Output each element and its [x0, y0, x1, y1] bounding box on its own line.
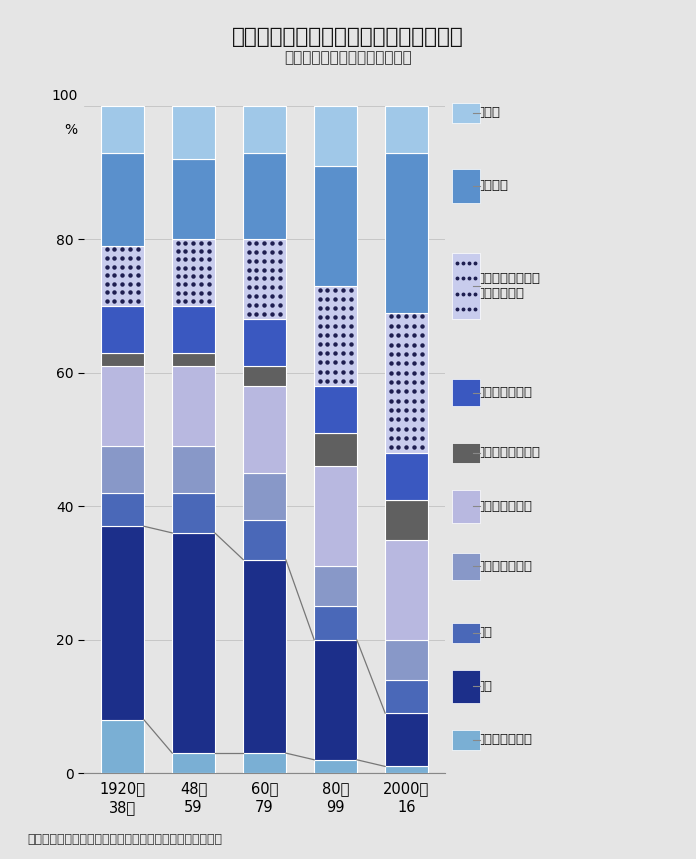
Bar	[385, 313, 428, 453]
Text: （注）英イングランド銀行（中央銀行）のデータから作成: （注）英イングランド銀行（中央銀行）のデータから作成	[28, 833, 223, 846]
Bar	[385, 453, 428, 500]
Text: 保険、銀行、金融: 保険、銀行、金融	[477, 447, 541, 460]
Bar	[243, 366, 286, 387]
Bar	[243, 106, 286, 153]
Text: 製造: 製造	[477, 679, 493, 693]
Bar	[314, 759, 357, 773]
Text: 科学技術（教育、
医療を含む）: 科学技術（教育、 医療を含む）	[477, 272, 541, 300]
Bar	[385, 713, 428, 766]
Bar	[385, 539, 428, 640]
Bar	[385, 500, 428, 539]
Bar	[101, 306, 144, 353]
Bar	[314, 466, 357, 566]
Bar	[314, 433, 357, 466]
Text: 輸送、情報通信: 輸送、情報通信	[477, 560, 532, 573]
Bar	[314, 640, 357, 759]
Bar	[243, 240, 286, 320]
Bar	[101, 246, 144, 306]
Text: 行政機関、防衛: 行政機関、防衛	[477, 387, 532, 399]
Bar	[172, 240, 215, 306]
Bar	[172, 366, 215, 446]
Bar	[385, 153, 428, 313]
Bar	[101, 366, 144, 446]
Bar	[243, 520, 286, 559]
Bar	[243, 387, 286, 472]
Text: （雇用に占める各業種の割合）: （雇用に占める各業種の割合）	[284, 50, 412, 64]
Bar	[172, 106, 215, 159]
Text: 建設: 建設	[477, 626, 493, 639]
Bar	[243, 559, 286, 753]
Bar	[385, 106, 428, 153]
Text: 100: 100	[52, 88, 78, 102]
Bar	[101, 527, 144, 720]
Bar	[243, 320, 286, 366]
Bar	[172, 353, 215, 366]
Bar	[314, 106, 357, 166]
Bar	[172, 446, 215, 493]
Bar	[243, 153, 286, 240]
Bar	[101, 153, 144, 246]
Bar	[172, 306, 215, 353]
Text: その他: その他	[477, 107, 500, 119]
Bar	[314, 166, 357, 286]
Text: 第１次産業関連: 第１次産業関連	[477, 734, 532, 746]
Bar	[172, 493, 215, 533]
Text: 小売り、卸売り: 小売り、卸売り	[477, 500, 532, 513]
Text: サービス: サービス	[477, 180, 509, 192]
Bar	[385, 766, 428, 773]
Bar	[101, 493, 144, 527]
Bar	[243, 472, 286, 520]
Bar	[172, 533, 215, 753]
Bar	[314, 387, 357, 433]
Bar	[385, 679, 428, 713]
Bar	[385, 640, 428, 679]
Bar	[172, 159, 215, 240]
Bar	[243, 753, 286, 773]
Text: %: %	[65, 123, 78, 137]
Text: 英国では製造業の存在感の低下が顕著だ: 英国では製造業の存在感の低下が顕著だ	[232, 27, 464, 47]
Bar	[101, 720, 144, 773]
Bar	[314, 286, 357, 387]
Bar	[172, 753, 215, 773]
Bar	[314, 566, 357, 606]
Bar	[101, 106, 144, 153]
Bar	[101, 446, 144, 493]
Bar	[314, 606, 357, 640]
Bar	[101, 353, 144, 366]
